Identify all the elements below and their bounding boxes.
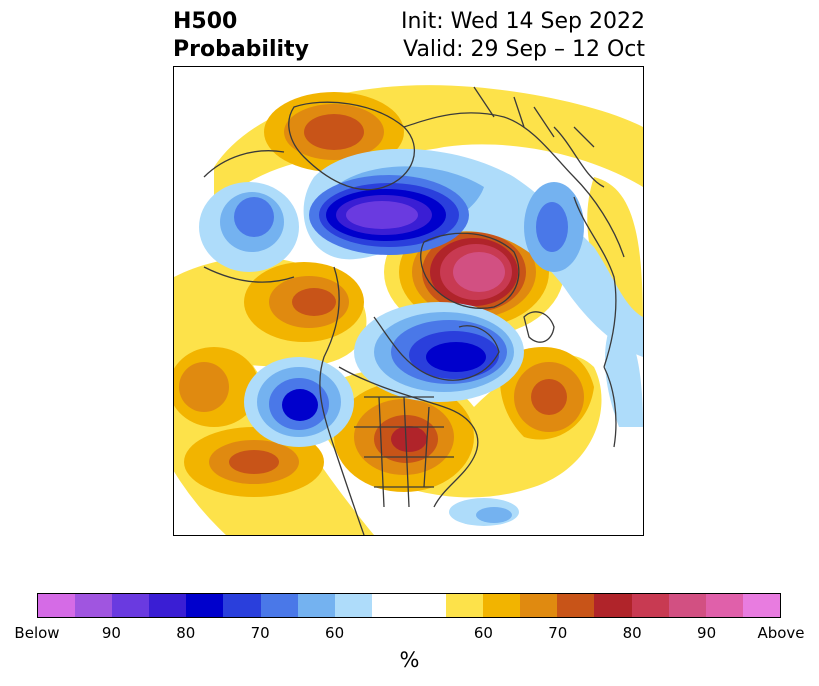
above-center-siberia-inner	[304, 114, 364, 150]
below-center-hudson-5	[426, 342, 486, 372]
below-center-westcoast-4	[282, 389, 318, 421]
probability-colorbar	[37, 593, 781, 618]
title-right: Init: Wed 14 Sep 2022 Valid: 29 Sep – 12…	[401, 8, 645, 64]
below-center-npacific-3	[234, 197, 274, 237]
above-center-pacific-inner	[179, 362, 229, 412]
colorbar-cell	[668, 594, 706, 617]
colorbar-cell	[483, 594, 521, 617]
colorbar-cell	[520, 594, 558, 617]
colorbar-tick-label: 80	[622, 624, 642, 642]
colorbar-tick-label: Above	[757, 624, 805, 642]
colorbar-cell	[186, 594, 224, 617]
colorbar-tick-label: 70	[548, 624, 568, 642]
colorbar-cell	[297, 594, 335, 617]
title-variable: H500	[173, 9, 238, 34]
colorbar-cell	[446, 594, 484, 617]
colorbar-cell	[334, 594, 372, 617]
above-center-atlantic-inner	[531, 379, 567, 415]
above-center-southwest-inner	[229, 450, 279, 474]
colorbar-cell	[742, 594, 780, 617]
title-left: H500 Probability	[173, 8, 309, 64]
colorbar-cell	[557, 594, 595, 617]
colorbar-unit-label: %	[399, 648, 420, 672]
colorbar-tick-label: 90	[697, 624, 717, 642]
colorbar-ticks: Below 90 80 70 60 60 70 80 90 Above	[14, 624, 804, 644]
valid-range: Valid: 29 Sep – 12 Oct	[403, 37, 645, 62]
above-center-greenland-7	[453, 252, 505, 292]
init-date: Init: Wed 14 Sep 2022	[401, 9, 645, 34]
colorbar-cell	[408, 594, 447, 617]
colorbar-cell	[112, 594, 150, 617]
colorbar-cell	[149, 594, 187, 617]
colorbar-cell	[371, 594, 409, 617]
colorbar-tick-label: 60	[473, 624, 493, 642]
colorbar-tick-label: 70	[250, 624, 270, 642]
colorbar-tick-label: 90	[101, 624, 121, 642]
above-area-east	[587, 177, 643, 347]
map-svg	[174, 67, 643, 535]
colorbar-cell	[705, 594, 743, 617]
colorbar-tick-label: 60	[325, 624, 345, 642]
coastlines	[203, 86, 625, 535]
below-center-arctic-5	[346, 201, 418, 229]
title-subtitle: Probability	[173, 37, 309, 62]
colorbar-cell	[631, 594, 669, 617]
colorbar-cell	[223, 594, 261, 617]
below-center-europe-2	[536, 202, 568, 252]
colorbar-tick-label: 80	[176, 624, 196, 642]
above-center-west-inner	[292, 288, 336, 316]
colorbar-tick-label: Below	[14, 624, 60, 642]
colorbar-cell	[75, 594, 113, 617]
colorbar-cell	[594, 594, 632, 617]
colorbar-cell	[260, 594, 298, 617]
above-center-eastus-core	[391, 426, 427, 452]
colorbar-cell	[38, 594, 76, 617]
below-center-subtropic-2	[476, 507, 512, 523]
probability-map	[173, 66, 644, 536]
